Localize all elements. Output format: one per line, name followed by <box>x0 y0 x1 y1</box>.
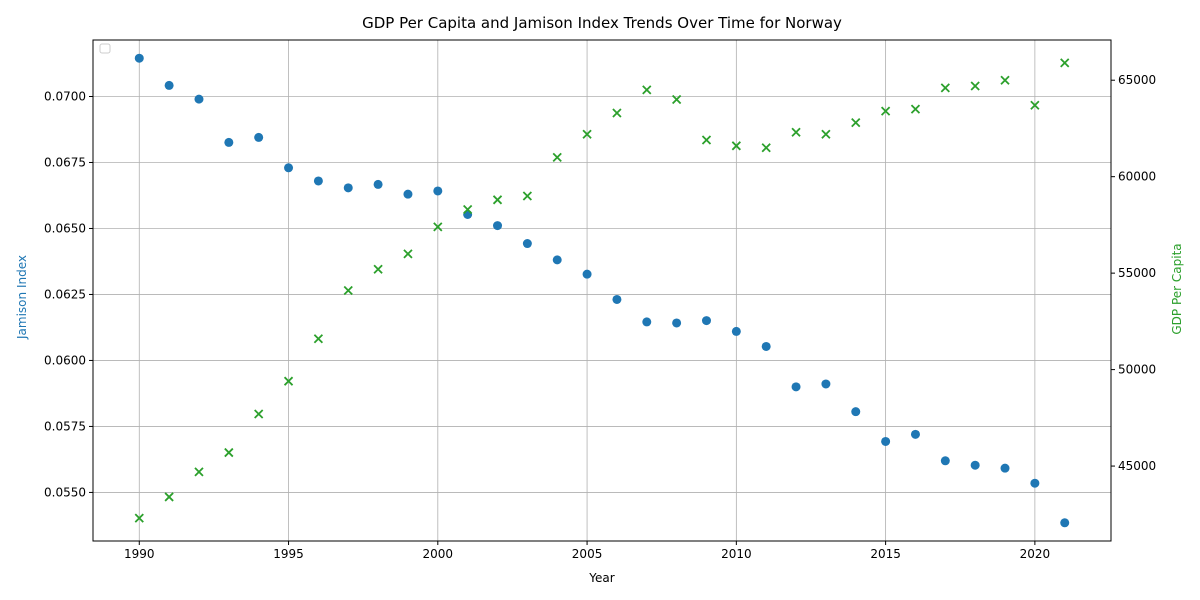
jamison-index-point <box>433 186 443 196</box>
jamison-index-point <box>851 407 861 417</box>
gdp-per-capita-point <box>343 285 353 296</box>
gdp-per-capita-point <box>194 467 204 477</box>
jamison-index-point <box>881 436 891 446</box>
gdp-per-capita-point <box>851 118 861 128</box>
gdp-per-capita-point <box>761 143 771 153</box>
jamison-index-point <box>791 382 801 392</box>
gdp-per-capita-point <box>522 191 533 201</box>
gdp-per-capita-point <box>134 513 144 523</box>
jamison-index-point <box>642 317 652 327</box>
jamison-index-point <box>731 326 741 336</box>
jamison-index-point <box>463 209 473 219</box>
jamison-index-point <box>373 179 383 189</box>
y-tick-label-left: 0.0650 <box>44 221 86 235</box>
jamison-index-point <box>224 137 234 147</box>
x-tick-label: 2005 <box>572 547 603 561</box>
jamison-index-point <box>522 239 532 249</box>
gdp-per-capita-point <box>612 108 622 118</box>
x-tick-label: 1995 <box>273 547 304 561</box>
gdp-per-capita-point <box>492 195 503 205</box>
gdp-per-capita-point <box>731 141 741 151</box>
gdp-per-capita-point <box>283 376 294 386</box>
axis-ticks: 1990 1995 2000 2005 2010 2015 2020 0.0550 0.0575… <box>44 73 1156 561</box>
jamison-index-point <box>493 221 503 231</box>
gdp-per-capita-point <box>940 83 950 93</box>
gdp-per-capita-point <box>403 249 413 259</box>
y-axis-label-right: GDP Per Capita <box>1170 243 1184 334</box>
jamison-index-point <box>701 316 711 326</box>
jamison-index-point <box>313 176 323 186</box>
gdp-per-capita-point <box>880 106 891 116</box>
gdp-per-capita-point <box>1060 58 1070 68</box>
gdp-per-capita-point <box>254 409 264 419</box>
jamison-index-point <box>940 456 950 466</box>
gdp-per-capita-point <box>224 447 234 458</box>
chart-title: GDP Per Capita and Jamison Index Trends … <box>362 14 842 32</box>
gdp-per-capita-point <box>791 127 801 137</box>
y-tick-label-left: 0.0675 <box>44 155 86 169</box>
jamison-index-point <box>194 94 204 104</box>
jamison-index-point <box>1000 463 1010 473</box>
x-axis-label: Year <box>588 571 614 585</box>
gdp-per-capita-point <box>313 334 324 344</box>
x-tick-label: 2015 <box>870 547 901 561</box>
y-tick-label-left: 0.0575 <box>44 419 86 433</box>
gdp-per-capita-point <box>463 204 473 215</box>
y-tick-label-right: 55000 <box>1118 266 1156 280</box>
gdp-per-capita-point <box>552 152 562 163</box>
y-tick-label-right: 50000 <box>1118 363 1156 377</box>
y-tick-label-left: 0.0700 <box>44 89 86 103</box>
data-points <box>134 53 1070 528</box>
jamison-index-point <box>970 460 980 470</box>
gdp-per-capita-point <box>701 135 712 145</box>
y-tick-label-left: 0.0600 <box>44 353 86 367</box>
gdp-per-capita-point <box>821 129 831 139</box>
gdp-per-capita-point <box>910 104 921 114</box>
gdp-per-capita-point <box>970 81 980 91</box>
gdp-per-capita-point <box>582 129 592 139</box>
jamison-index-point <box>284 163 294 173</box>
jamison-index-point <box>612 294 622 304</box>
plot-frame <box>92 39 1112 542</box>
gdp-per-capita-point <box>164 492 174 502</box>
y-tick-label-right: 65000 <box>1118 73 1156 87</box>
gdp-per-capita-point <box>1030 100 1040 110</box>
x-tick-label: 2010 <box>721 547 752 561</box>
grid <box>93 40 1111 541</box>
jamison-index-point <box>403 189 413 199</box>
jamison-index-point <box>1030 478 1040 488</box>
y-tick-label-left: 0.0550 <box>44 485 86 499</box>
y-tick-label-right: 45000 <box>1118 459 1156 473</box>
jamison-index-point <box>761 341 771 351</box>
legend-box <box>99 43 111 54</box>
jamison-index-point <box>134 53 144 63</box>
jamison-index-point <box>672 318 682 328</box>
gdp-per-capita-point <box>433 222 443 232</box>
y-tick-label-left: 0.0625 <box>44 287 86 301</box>
gdp-per-capita-point <box>671 94 682 105</box>
jamison-index-point <box>821 379 831 389</box>
gdp-per-capita-point <box>642 85 652 95</box>
x-tick-label: 1990 <box>124 547 155 561</box>
jamison-index-point <box>552 255 562 265</box>
y-tick-label-right: 60000 <box>1118 170 1156 184</box>
jamison-index-point <box>254 132 264 142</box>
jamison-index-point <box>582 269 592 279</box>
y-axis-label-left: Jamison Index <box>15 255 29 340</box>
jamison-index-point <box>164 80 174 90</box>
gdp-per-capita-point <box>1000 75 1010 85</box>
x-tick-label: 2020 <box>1020 547 1051 561</box>
x-tick-label: 2000 <box>423 547 454 561</box>
gdp-per-capita-point <box>373 264 383 274</box>
jamison-index-point <box>910 429 920 439</box>
jamison-index-point <box>343 183 353 193</box>
jamison-index-point <box>1060 518 1070 528</box>
